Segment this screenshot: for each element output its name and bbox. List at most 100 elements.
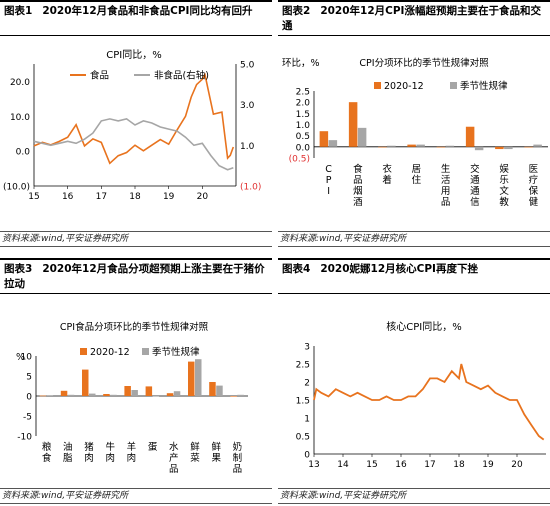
chart-3-bar <box>124 386 131 396</box>
chart-2-category-label: 居住 <box>412 164 422 186</box>
chart-4-x-tick: 15 <box>366 460 377 470</box>
panel-2-title: 图表2 2020年12月CPI涨幅超预期主要在于食品和交通 <box>278 0 550 36</box>
chart-4-y-tick: 0.5 <box>296 433 310 443</box>
chart-3-y-tick: -5 <box>23 413 32 423</box>
chart-2-category-label: 衣着 <box>382 163 392 186</box>
panel-4-title: 图表4 2020妮娜12月核心CPI再度下挫 <box>278 258 550 294</box>
chart-2-bar <box>319 131 329 147</box>
chart-2-bar <box>533 144 542 147</box>
panel-4-source: 资料来源:wind,平安证券研究所 <box>278 488 550 504</box>
chart-4-x-tick: 13 <box>308 460 319 470</box>
chart-3-category-label: 鲜菜 <box>190 441 200 464</box>
panel-3-source: 资料来源:wind,平安证券研究所 <box>0 488 272 504</box>
chart-2-title: CPI分项环比的季节性规律对照 <box>359 57 489 69</box>
chart-1-series-line <box>33 72 235 165</box>
panel-3-title-text: 2020年12月食品分项超预期上涨主要在于猪价拉动 <box>4 263 265 290</box>
chart-2-bar <box>474 146 484 151</box>
chart-2-category-label: 医疗保健 <box>529 164 539 208</box>
chart-3-bar <box>39 395 47 397</box>
chart-1-series-line <box>33 118 234 171</box>
chart-2-bar <box>504 146 513 150</box>
chart-3-y-tick: -10 <box>17 433 32 443</box>
chart-1-x-tick: 15 <box>28 192 39 202</box>
chart-3-bar <box>46 395 54 396</box>
chart-4-x-tick: 19 <box>482 460 494 470</box>
chart-4-x-tick: 18 <box>453 460 465 470</box>
chart-3-category-label: 水产品 <box>169 441 179 475</box>
chart-2-bar <box>357 127 367 147</box>
chart-3-category-label: 油脂 <box>63 441 73 464</box>
chart-1-x-tick: 16 <box>62 192 74 202</box>
chart-3-legend-label: 季节性规律 <box>152 346 200 358</box>
chart-2-y-tick: 0.5 <box>296 132 310 142</box>
chart-4-y-tick: 3 <box>304 343 310 353</box>
chart-3-bar <box>195 359 202 396</box>
chart-1-right-tick: 5.0 <box>240 61 255 71</box>
chart-1-x-tick: 18 <box>129 192 141 202</box>
chart-2-bar <box>436 146 446 148</box>
chart-1-left-tick: (10.0) <box>3 183 30 193</box>
chart-3-bar <box>67 394 75 396</box>
chart-2-y-tick: (0.5) <box>289 155 310 165</box>
panel-1-title: 图表1 2020年12月食品和非食品CPI同比均有回升 <box>0 0 272 36</box>
chart-3-bar <box>89 393 96 396</box>
chart-4-y-tick: 1.5 <box>296 397 310 407</box>
chart-3-legend-swatch <box>80 348 87 355</box>
chart-3-legend-label: 2020-12 <box>90 347 130 358</box>
chart-2-bar <box>445 145 455 147</box>
panel-1-title-text: 2020年12月食品和非食品CPI同比均有回升 <box>42 5 253 17</box>
panel-2-title-text: 2020年12月CPI涨幅超预期主要在于食品和交通 <box>282 5 541 32</box>
chart-3-bar <box>145 386 153 396</box>
chart-1-right-tick: 1.0 <box>240 142 255 152</box>
panel-3-label: 图表3 <box>4 263 33 275</box>
chart-3-bar <box>131 390 138 396</box>
chart-1-x-tick: 20 <box>197 192 209 202</box>
chart-2-category-label: 生活用品 <box>441 163 451 208</box>
chart-3-bar <box>82 369 89 396</box>
panel-4-label: 图表4 <box>282 263 311 275</box>
chart-4-y-tick: 2 <box>304 379 310 389</box>
chart-4-title: 核心CPI同比，% <box>386 320 461 333</box>
chart-1-legend-label: 非食品(右轴) <box>154 70 209 82</box>
chart-1-legend-label: 食品 <box>90 70 109 82</box>
chart-4: 核心CPI同比，% 3 2.5 2 1.5 1 0.5 013 14 15 16 17 18 19 20 <box>296 320 546 470</box>
chart-4-series-line <box>313 363 545 441</box>
chart-2-category-label: 食品烟酒 <box>353 163 363 208</box>
chart-3-y-tick: 0 <box>26 393 32 403</box>
chart-1-left-tick: 10.0 <box>10 113 30 123</box>
chart-2-y-tick: 2.0 <box>296 99 311 109</box>
chart-2-bar <box>495 146 504 150</box>
chart-3-bar <box>216 385 223 396</box>
chart-2: CPI分项环比的季节性规律对照 环比，% 2.52.01.51.00.50.0 (0.… <box>282 57 548 208</box>
panel-2-source: 资料来源:wind,平安证券研究所 <box>278 231 550 247</box>
chart-3-category-label: 粮食 <box>42 441 52 464</box>
chart-3-category-label: 羊肉 <box>127 441 137 464</box>
chart-1-left-tick: 0.0 <box>16 148 31 158</box>
chart-3-ylabel: % <box>16 352 25 363</box>
chart-4-x-tick: 20 <box>511 460 523 470</box>
chart-4-x-tick: 16 <box>395 460 407 470</box>
chart-2-bar <box>328 140 338 147</box>
chart-2-bar <box>416 144 425 147</box>
chart-3-bar <box>209 382 216 396</box>
chart-2-legend-label: 季节性规律 <box>460 80 508 92</box>
chart-3-bar <box>110 394 117 396</box>
chart-3-category-label: 猪肉 <box>84 441 94 464</box>
chart-2-y-tick: 1.5 <box>296 110 310 120</box>
chart-2-category-label: 交通通信 <box>470 163 480 208</box>
chart-4-y-tick: 1 <box>304 415 310 425</box>
chart-2-bar <box>387 145 396 147</box>
chart-2-y-tick: 1.0 <box>296 121 311 131</box>
panel-1-label: 图表1 <box>4 5 33 17</box>
panel-2-label: 图表2 <box>282 5 311 17</box>
chart-2-category-label: 娱乐文教 <box>499 163 509 208</box>
chart-2-y-tick: 0.0 <box>296 143 311 153</box>
chart-2-legend-label: 2020-12 <box>384 81 424 92</box>
chart-4-x-tick: 14 <box>337 460 349 470</box>
chart-3-category-label: 奶制品 <box>233 441 243 475</box>
chart-3-bar <box>237 394 244 396</box>
panel-3-title: 图表3 2020年12月食品分项超预期上涨主要在于猪价拉动 <box>0 258 272 294</box>
chart-1: CPI同比，% 20.0 10.0 0.0 (10.0) 5.0 3.0 1.0 (1.0) 15… <box>3 49 261 202</box>
chart-3-bar <box>188 361 195 396</box>
